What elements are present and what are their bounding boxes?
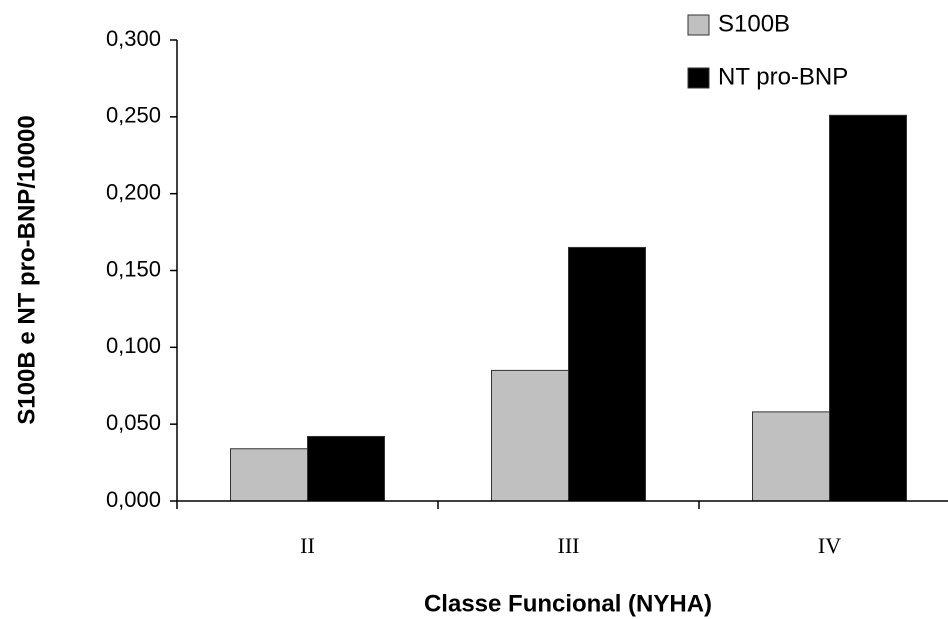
legend-label: S100B <box>718 10 790 37</box>
y-tick-label: 0,250 <box>106 103 161 128</box>
bar <box>752 411 830 502</box>
bar <box>230 448 308 502</box>
y-tick-label: 0,200 <box>106 179 161 204</box>
bar <box>568 246 646 502</box>
legend-swatch <box>687 67 710 89</box>
bar <box>307 435 385 502</box>
bar <box>829 114 907 502</box>
x-tick-label: IV <box>818 533 841 558</box>
legend-swatch <box>687 14 710 36</box>
y-tick-label: 0,000 <box>106 487 161 512</box>
y-tick-label: 0,300 <box>106 26 161 51</box>
legend-label: NT pro-BNP <box>718 63 848 90</box>
y-axis-title: S100B e NT pro-BNP/10000 <box>13 115 40 424</box>
x-tick-label: III <box>558 533 580 558</box>
bar <box>491 369 569 502</box>
y-tick-label: 0,100 <box>106 333 161 358</box>
y-tick-label: 0,150 <box>106 256 161 281</box>
y-tick-label: 0,050 <box>106 410 161 435</box>
x-axis-title: Classe Funcional (NYHA) <box>424 590 712 617</box>
x-tick-label: II <box>300 533 315 558</box>
